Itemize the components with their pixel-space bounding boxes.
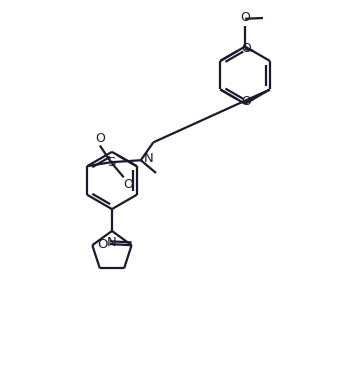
Text: O: O	[97, 237, 108, 251]
Text: S: S	[107, 156, 115, 169]
Text: O: O	[242, 42, 251, 55]
Text: N: N	[144, 152, 153, 165]
Text: O: O	[95, 132, 105, 145]
Text: O: O	[123, 178, 132, 191]
Text: O: O	[240, 12, 250, 24]
Text: N: N	[107, 236, 117, 249]
Text: O: O	[242, 95, 251, 108]
